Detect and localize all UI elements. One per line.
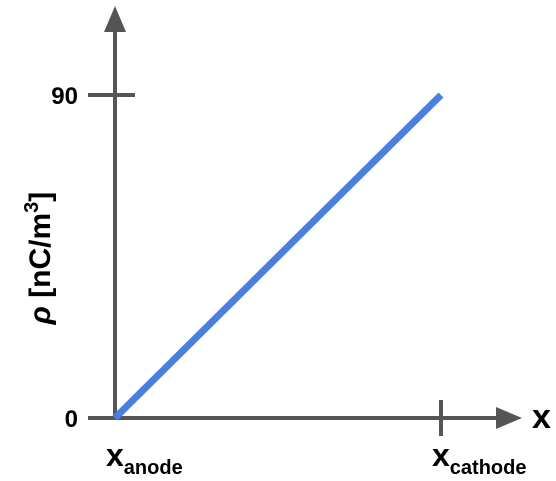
y-axis-label-symbol: ρ xyxy=(24,306,57,325)
y-axis-label-unit-open: [nC/m xyxy=(24,213,57,306)
x-axis-arrowhead xyxy=(496,407,522,429)
y-axis-arrowhead xyxy=(104,6,126,32)
x-axis-label: x xyxy=(532,398,551,436)
y-axis-label-superscript: 3 xyxy=(21,202,43,213)
x-tick-label-cathode-main: x xyxy=(432,437,450,473)
x-tick-label-anode-main: x xyxy=(106,437,124,473)
x-tick-label-anode-sub: anode xyxy=(124,457,183,479)
x-tick-label-anode: xanode xyxy=(106,437,183,479)
x-tick-label-cathode-sub: cathode xyxy=(450,457,527,479)
charge-density-series-line xyxy=(112,92,444,421)
y-axis-label: ρ [nC/m3] xyxy=(21,192,57,326)
y-tick-label-0: 0 xyxy=(65,406,78,433)
y-axis-label-unit-close: ] xyxy=(24,192,57,202)
x-tick-label-cathode: xcathode xyxy=(432,437,526,479)
y-tick-label-90: 90 xyxy=(51,83,78,110)
